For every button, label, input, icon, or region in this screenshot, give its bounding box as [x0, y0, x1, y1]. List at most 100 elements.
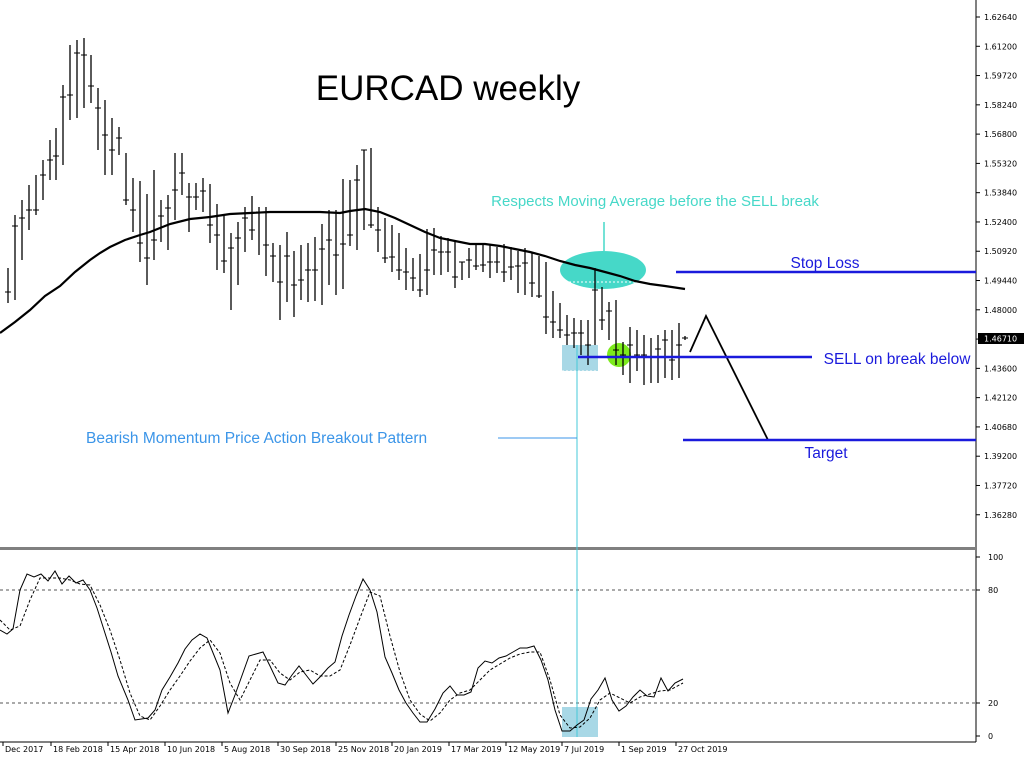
- ohlc-bar: [151, 170, 157, 260]
- ohlc-bar: [19, 200, 25, 260]
- time-tick-label: 7 Jul 2019: [564, 745, 604, 754]
- ohlc-bar: [130, 178, 136, 232]
- ohlc-bar: [144, 194, 150, 285]
- time-tick-label: 27 Oct 2019: [678, 745, 727, 754]
- ohlc-bar: [403, 248, 409, 290]
- ohlc-bar: [368, 148, 374, 228]
- ohlc-bar: [340, 179, 346, 289]
- ohlc-bar: [102, 100, 108, 175]
- osc-tick-label: 20: [988, 699, 998, 708]
- ohlc-bar: [60, 85, 66, 165]
- ohlc-bar: [270, 243, 276, 282]
- pattern-note-label: Bearish Momentum Price Action Breakout P…: [86, 430, 427, 447]
- ohlc-bar: [326, 210, 332, 285]
- ohlc-bar: [319, 224, 325, 305]
- time-tick-label: 17 Mar 2019: [451, 745, 502, 754]
- ohlc-bar: [81, 38, 87, 108]
- ohlc-bar: [571, 318, 577, 348]
- ohlc-bar: [578, 320, 584, 355]
- ohlc-bar: [480, 244, 486, 272]
- price-tick-label: 1.56800: [984, 130, 1017, 139]
- ohlc-bar: [53, 128, 59, 180]
- ohlc-bar: [424, 229, 430, 295]
- ohlc-bar: [396, 233, 402, 280]
- ohlc-bar: [557, 303, 563, 338]
- price-tick-label: 1.55320: [984, 159, 1017, 168]
- ohlc-bar: [382, 218, 388, 263]
- price-tick-label: 1.43600: [984, 364, 1017, 373]
- osc-tick-label: 100: [988, 553, 1003, 562]
- ohlc-bar: [634, 330, 640, 371]
- price-tick-label: 1.37720: [984, 481, 1017, 490]
- ohlc-bar: [655, 335, 661, 383]
- ohlc-bar: [186, 183, 192, 232]
- ohlc-bar: [284, 232, 290, 302]
- pane-separator[interactable]: [0, 547, 976, 550]
- ohlc-bar: [641, 335, 647, 385]
- stoch-oversold-box: [562, 707, 598, 737]
- ohlc-bar: [5, 268, 11, 303]
- time-tick-label: 25 Nov 2018: [338, 745, 389, 754]
- ohlc-bar: [515, 251, 521, 293]
- ohlc-bar: [47, 140, 53, 180]
- time-tick-label: 5 Aug 2018: [224, 745, 270, 754]
- ohlc-bar: [620, 342, 626, 375]
- stop-loss-label: Stop Loss: [791, 255, 860, 272]
- time-tick-label: Dec 2017: [5, 745, 43, 754]
- stochastic-signal-line: [0, 577, 684, 729]
- ohlc-bar: [410, 258, 416, 291]
- price-tick-label: 1.61200: [984, 42, 1017, 51]
- target-label: Target: [804, 445, 848, 462]
- ohlc-bar: [494, 247, 500, 273]
- ohlc-bar: [172, 153, 178, 220]
- ohlc-bar: [221, 215, 227, 273]
- time-tick-label: 18 Feb 2018: [53, 745, 103, 754]
- ohlc-bar: [12, 215, 18, 300]
- price-tick-label: 1.53840: [984, 189, 1017, 198]
- ohlc-bar: [291, 251, 297, 317]
- ohlc-bar: [466, 248, 472, 278]
- ohlc-bar: [95, 88, 101, 150]
- ohlc-bar: [543, 262, 549, 334]
- price-tick-label: 1.62640: [984, 13, 1017, 22]
- ohlc-bar: [417, 254, 423, 297]
- ohlc-bar: [249, 196, 255, 240]
- ohlc-bar: [564, 315, 570, 345]
- price-tick-label: 1.58240: [984, 101, 1017, 110]
- ohlc-bar: [669, 330, 675, 380]
- ohlc-bar: [228, 233, 234, 310]
- osc-tick-label: 80: [988, 586, 998, 595]
- price-bars: [5, 38, 688, 385]
- ohlc-bar: [67, 45, 73, 120]
- ohlc-bar: [536, 256, 542, 298]
- ohlc-bar: [529, 253, 535, 297]
- ohlc-bar: [508, 247, 514, 280]
- price-tick-label: 1.49440: [984, 277, 1017, 286]
- ohlc-bar: [361, 149, 367, 230]
- ohlc-bar: [682, 336, 688, 340]
- oscillator-axis: 100 80 20 0: [976, 553, 1003, 741]
- ohlc-bar: [179, 153, 185, 195]
- ohlc-bar: [312, 237, 318, 301]
- price-tick-label: 1.42120: [984, 394, 1017, 403]
- ohlc-bar: [123, 153, 129, 205]
- ohlc-bar: [606, 302, 612, 340]
- ohlc-bar: [33, 175, 39, 215]
- ohlc-bar: [235, 222, 241, 285]
- ohlc-bar: [487, 245, 493, 278]
- ohlc-bar: [88, 55, 94, 103]
- ohlc-bar: [613, 300, 619, 365]
- price-tick-label: 1.36280: [984, 511, 1017, 520]
- ohlc-bar: [277, 245, 283, 320]
- price-tick-label: 1.59720: [984, 72, 1017, 81]
- ohlc-bar: [627, 327, 633, 383]
- price-tick-label: 1.48000: [984, 306, 1017, 315]
- time-tick-label: 1 Sep 2019: [621, 745, 667, 754]
- ohlc-bar: [445, 238, 451, 272]
- time-tick-label: 20 Jan 2019: [394, 745, 442, 754]
- price-tick-label: 1.39200: [984, 452, 1017, 461]
- ohlc-bar: [459, 261, 465, 280]
- ohlc-bar: [242, 207, 248, 252]
